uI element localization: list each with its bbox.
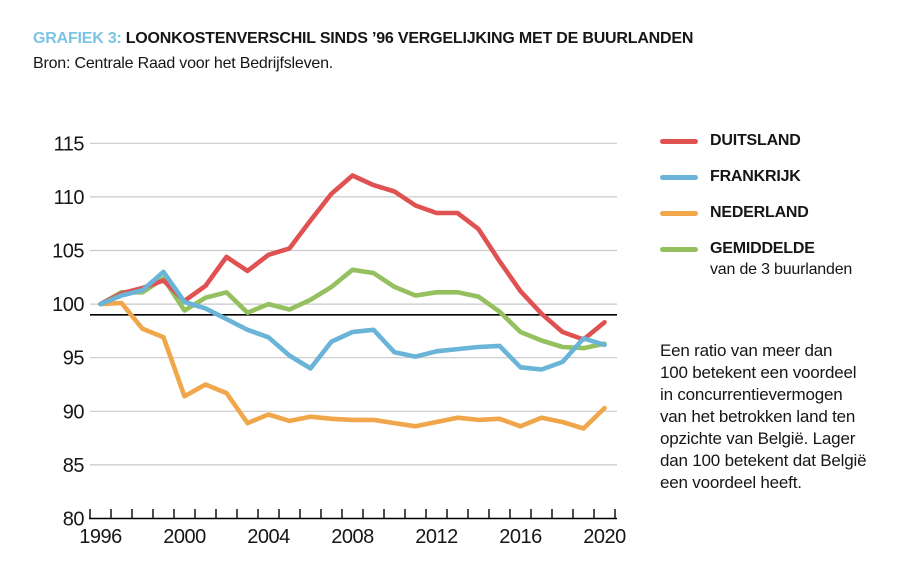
legend-label: GEMIDDELDE	[710, 240, 815, 257]
legend-swatch-frankrijk	[660, 175, 698, 180]
legend-label-group: NEDERLAND	[710, 203, 809, 223]
y-tick-label: 80	[63, 509, 85, 531]
x-tick-label: 2004	[247, 526, 290, 548]
series-line-frankrijk	[98, 269, 607, 372]
chart-legend: DUITSLAND FRANKRIJK NEDERLAND GEMIDDELDE van…	[660, 131, 897, 280]
chart-source: Bron: Centrale Raad voor het Bedrijfslev…	[33, 55, 334, 72]
legend-item-nederland: NEDERLAND	[660, 203, 897, 223]
legend-sublabel: van de 3 buurlanden	[710, 261, 853, 278]
y-tick-label: 110	[54, 187, 85, 209]
legend-label-group: FRANKRIJK	[710, 167, 801, 187]
legend-label-group: GEMIDDELDE van de 3 buurlanden	[710, 239, 852, 280]
legend-label: FRANKRIJK	[710, 168, 801, 185]
y-tick-label: 85	[63, 455, 85, 477]
legend-label: NEDERLAND	[710, 204, 809, 221]
series-line-gemiddelde	[98, 267, 607, 351]
y-tick-label: 95	[63, 348, 85, 370]
y-tick-label: 100	[52, 294, 84, 316]
chart-side-panel: DUITSLAND FRANKRIJK NEDERLAND GEMIDDELDE van…	[660, 131, 897, 494]
x-tick-label: 2008	[331, 526, 374, 548]
legend-label-group: DUITSLAND	[710, 131, 801, 151]
chart-title: GRAFIEK 3: LOONKOSTENVERSCHIL SINDS ’96 V…	[33, 26, 693, 51]
x-tick-label: 2000	[163, 526, 206, 548]
legend-item-gemiddelde: GEMIDDELDE van de 3 buurlanden	[660, 239, 897, 280]
x-tick-label: 2012	[415, 526, 458, 548]
series-line-nederland	[98, 300, 607, 431]
legend-label: DUITSLAND	[710, 132, 801, 149]
legend-swatch-duitsland	[660, 139, 698, 144]
y-tick-label: 90	[63, 401, 85, 423]
x-tick-label: 2016	[499, 526, 542, 548]
chart-annotation: Een ratio van meer dan 100 betekent een …	[660, 341, 867, 492]
y-tick-label: 105	[52, 241, 84, 263]
chart-header: GRAFIEK 3: LOONKOSTENVERSCHIL SINDS ’96 V…	[33, 26, 693, 76]
y-tick-label: 115	[54, 133, 85, 155]
legend-swatch-nederland	[660, 211, 698, 216]
legend-item-frankrijk: FRANKRIJK	[660, 167, 897, 187]
chart-title-text: LOONKOSTENVERSCHIL SINDS ’96 VERGELIJKIN…	[125, 30, 694, 47]
chart-number-label: GRAFIEK 3:	[33, 30, 122, 47]
legend-item-duitsland: DUITSLAND	[660, 131, 897, 151]
x-tick-label: 1996	[79, 526, 122, 548]
x-tick-label: 2020	[583, 526, 626, 548]
legend-swatch-gemiddelde	[660, 247, 698, 252]
